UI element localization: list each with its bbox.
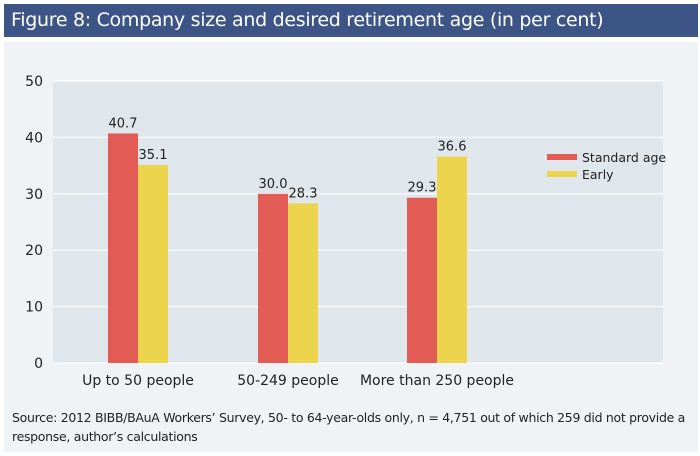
y-tick-label: 40 [25,130,43,146]
bar-early [138,165,168,363]
y-tick-label: 30 [25,187,43,203]
y-tick-label: 0 [34,356,43,372]
data-label: 35.1 [139,148,168,163]
bar-standard-age [108,133,138,363]
legend-swatch [547,171,577,177]
data-label: 30.0 [259,177,288,192]
bar-standard-age [407,197,437,363]
y-tick-label: 20 [25,243,43,259]
bar-early [437,156,467,363]
legend-swatch [547,154,577,160]
bar-early [288,203,318,363]
x-category-label: Up to 50 people [82,373,194,389]
y-tick-label: 50 [25,74,43,90]
data-label: 36.6 [438,140,467,155]
bar-standard-age [258,193,288,363]
data-label: 29.3 [408,181,437,196]
source-note: Source: 2012 BIBB/BAuA Workers’ Survey, … [12,410,686,444]
figure-title: Figure 8: Company size and desired retir… [4,4,698,37]
x-category-label: 50-249 people [237,373,339,389]
x-category-label: More than 250 people [360,373,514,389]
legend-label: Standard age [582,150,666,165]
data-label: 40.7 [109,116,138,131]
data-label: 28.3 [289,186,318,201]
y-tick-label: 10 [25,300,43,316]
legend-label: Early [582,167,614,182]
